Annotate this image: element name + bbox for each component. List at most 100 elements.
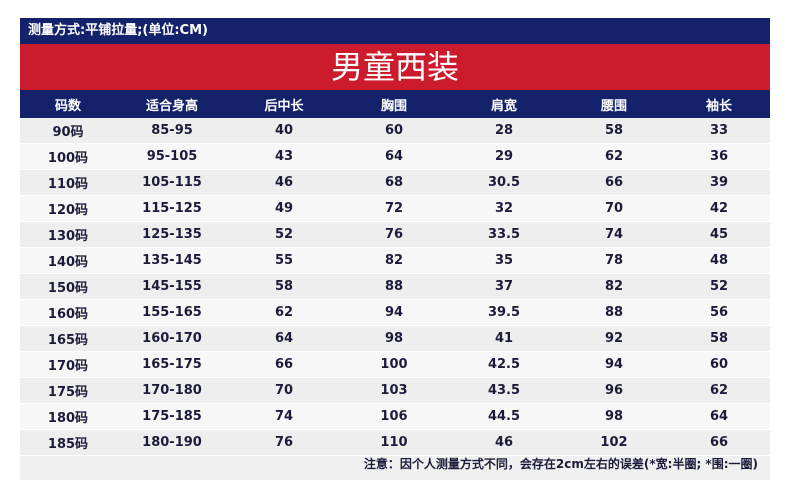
table-row: 110码 105-115 46 68 30.5 66 39 [20, 169, 770, 196]
table-cell: 120码 [20, 195, 116, 222]
table-row: 90码 85-95 40 60 28 58 33 [20, 118, 770, 144]
table-cell: 42.5 [448, 351, 560, 378]
table-cell: 155-165 [116, 299, 228, 326]
table-cell: 115-125 [116, 195, 228, 222]
column-header: 后中长 [228, 90, 340, 118]
size-chart: 测量方式:平铺拉量;(单位:CM) 男童西装 码数 适合身高 后中长 胸围 肩宽 腰围 袖长… [20, 18, 770, 480]
table-row: 130码 125-135 52 76 33.5 74 45 [20, 221, 770, 248]
table-cell: 72 [340, 195, 448, 222]
table-cell: 165-175 [116, 351, 228, 378]
table-cell: 94 [560, 351, 668, 378]
table-row: 185码 180-190 76 110 46 102 66 [20, 429, 770, 456]
table-cell: 60 [668, 351, 770, 378]
table-cell: 48 [668, 247, 770, 274]
table-cell: 95-105 [116, 143, 228, 170]
table-cell: 52 [228, 221, 340, 248]
table-header-row: 码数 适合身高 后中长 胸围 肩宽 腰围 袖长 [20, 90, 770, 118]
measurement-disclaimer: 注意：因个人测量方式不同，会存在2cm左右的误差(*宽:半圈; *围:一圈) [363, 457, 758, 471]
table-cell: 32 [448, 195, 560, 222]
table-cell: 70 [228, 377, 340, 404]
table-cell: 98 [340, 325, 448, 352]
table-cell: 68 [340, 169, 448, 196]
table-cell: 145-155 [116, 273, 228, 300]
table-cell: 62 [560, 143, 668, 170]
table-cell: 105-115 [116, 169, 228, 196]
table-cell: 29 [448, 143, 560, 170]
table-cell: 94 [340, 299, 448, 326]
table-cell: 78 [560, 247, 668, 274]
table-cell: 88 [560, 299, 668, 326]
table-cell: 180-190 [116, 429, 228, 456]
table-cell: 36 [668, 143, 770, 170]
table-cell: 165码 [20, 325, 116, 352]
table-cell: 62 [668, 377, 770, 404]
table-cell: 106 [340, 403, 448, 430]
table-cell: 35 [448, 247, 560, 274]
table-cell: 110码 [20, 169, 116, 196]
table-row: 100码 95-105 43 64 29 62 36 [20, 143, 770, 170]
table-row: 165码 160-170 64 98 41 92 58 [20, 325, 770, 352]
table-cell: 76 [340, 221, 448, 248]
table-cell: 64 [340, 143, 448, 170]
table-cell: 56 [668, 299, 770, 326]
table-cell: 33 [668, 118, 770, 144]
table-cell: 39 [668, 169, 770, 196]
table-cell: 45 [668, 221, 770, 248]
table-cell: 55 [228, 247, 340, 274]
table-cell: 160码 [20, 299, 116, 326]
table-row: 160码 155-165 62 94 39.5 88 56 [20, 299, 770, 326]
table-cell: 43.5 [448, 377, 560, 404]
table-cell: 60 [340, 118, 448, 144]
table-cell: 66 [668, 429, 770, 456]
table-cell: 66 [228, 351, 340, 378]
table-cell: 49 [228, 195, 340, 222]
table-cell: 82 [340, 247, 448, 274]
table-cell: 64 [228, 325, 340, 352]
table-cell: 180码 [20, 403, 116, 430]
table-cell: 175码 [20, 377, 116, 404]
table-cell: 46 [448, 429, 560, 456]
table-cell: 92 [560, 325, 668, 352]
table-cell: 88 [340, 273, 448, 300]
column-header: 腰围 [560, 90, 668, 118]
measure-method-label: 测量方式:平铺拉量;(单位:CM) [20, 18, 770, 44]
table-cell: 64 [668, 403, 770, 430]
table-row: 140码 135-145 55 82 35 78 48 [20, 247, 770, 274]
table-cell: 40 [228, 118, 340, 144]
table-cell: 98 [560, 403, 668, 430]
table-cell: 44.5 [448, 403, 560, 430]
column-header: 适合身高 [116, 90, 228, 118]
table-cell: 41 [448, 325, 560, 352]
size-table: 码数 适合身高 后中长 胸围 肩宽 腰围 袖长 90码 85-95 40 60 28 58 33 100码… [20, 90, 770, 456]
table-body: 90码 85-95 40 60 28 58 33 100码 95-105 43 64 29 62 36 11… [20, 118, 770, 456]
table-cell: 28 [448, 118, 560, 144]
table-cell: 30.5 [448, 169, 560, 196]
table-cell: 42 [668, 195, 770, 222]
table-cell: 70 [560, 195, 668, 222]
table-row: 180码 175-185 74 106 44.5 98 64 [20, 403, 770, 430]
table-cell: 39.5 [448, 299, 560, 326]
table-cell: 74 [228, 403, 340, 430]
table-cell: 140码 [20, 247, 116, 274]
table-cell: 58 [228, 273, 340, 300]
table-cell: 74 [560, 221, 668, 248]
table-cell: 46 [228, 169, 340, 196]
table-cell: 96 [560, 377, 668, 404]
table-cell: 66 [560, 169, 668, 196]
table-row: 120码 115-125 49 72 32 70 42 [20, 195, 770, 222]
table-cell: 135-145 [116, 247, 228, 274]
table-row: 150码 145-155 58 88 37 82 52 [20, 273, 770, 300]
table-cell: 185码 [20, 429, 116, 456]
table-cell: 110 [340, 429, 448, 456]
table-cell: 85-95 [116, 118, 228, 144]
column-header: 袖长 [668, 90, 770, 118]
table-cell: 43 [228, 143, 340, 170]
table-cell: 58 [668, 325, 770, 352]
table-cell: 33.5 [448, 221, 560, 248]
table-cell: 100 [340, 351, 448, 378]
table-cell: 175-185 [116, 403, 228, 430]
column-header: 肩宽 [448, 90, 560, 118]
table-cell: 90码 [20, 118, 116, 144]
table-cell: 62 [228, 299, 340, 326]
table-cell: 58 [560, 118, 668, 144]
